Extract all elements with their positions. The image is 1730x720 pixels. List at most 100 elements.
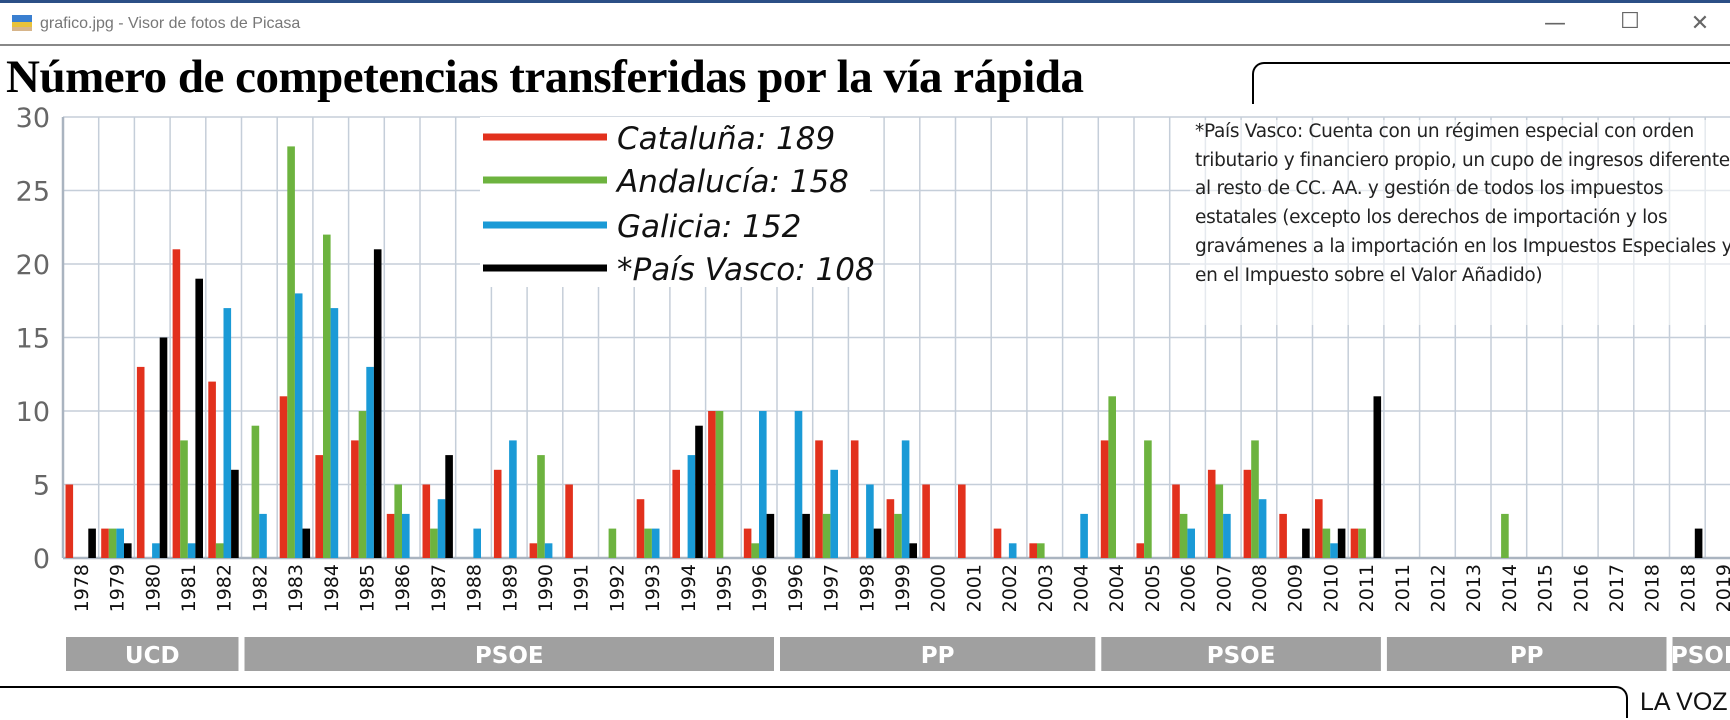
bar-1-1986 — [394, 484, 402, 558]
x-tick-label: 1998 — [856, 564, 878, 612]
bar-3-1999 — [909, 543, 917, 558]
bar-1-1993 — [644, 528, 652, 558]
x-tick-label: 1984 — [321, 564, 343, 612]
minimize-button[interactable]: — — [1544, 11, 1566, 36]
legend-label: Andalucía: 158 — [615, 164, 849, 200]
bar-0-2010 — [1315, 499, 1323, 558]
bar-2-1982 — [223, 308, 232, 558]
x-tick-label: 1993 — [642, 564, 664, 612]
bar-0-1981 — [172, 249, 181, 559]
bar-1-2003 — [1037, 543, 1045, 558]
bar-1-1997 — [822, 513, 831, 558]
close-button[interactable]: ✕ — [1690, 11, 1710, 36]
x-tick-label: 1997 — [821, 564, 843, 612]
period-label: PSOE — [1207, 643, 1276, 669]
x-tick-label: 1987 — [428, 564, 450, 612]
x-tick-label: 2013 — [1463, 564, 1485, 612]
bar-0-2011 — [1350, 528, 1359, 558]
x-tick-label: 2014 — [1499, 564, 1521, 612]
bar-3-1996 — [802, 513, 810, 558]
bar-1-1985 — [358, 411, 367, 558]
bar-0-1985 — [351, 440, 359, 558]
y-tick-label: 20 — [16, 250, 50, 281]
bar-2-2007 — [1223, 513, 1231, 558]
bar-3-1978 — [88, 528, 96, 558]
bar-0-2002 — [993, 528, 1002, 558]
x-tick-label: 1985 — [356, 564, 378, 612]
bar-2-1987 — [437, 499, 446, 558]
source-label: LA VOZ — [1640, 688, 1728, 716]
bar-3-2010 — [1337, 528, 1346, 558]
bar-1-2010 — [1322, 528, 1331, 558]
bar-0-2000 — [922, 484, 930, 558]
x-tick-label: 1992 — [606, 564, 628, 612]
bar-1-1992 — [608, 528, 617, 558]
bar-2-1989 — [509, 440, 517, 558]
maximize-button[interactable]: ☐ — [1620, 9, 1640, 34]
x-tick-label: 1989 — [499, 564, 521, 612]
legend-label: Cataluña: 189 — [617, 121, 835, 157]
x-tick-label: 2015 — [1535, 564, 1557, 612]
bar-2-1999 — [901, 440, 910, 558]
x-tick-label: 2000 — [928, 564, 950, 612]
bottom-rule — [0, 686, 1628, 718]
x-tick-label: 1988 — [464, 564, 486, 612]
bar-3-1981 — [195, 278, 203, 558]
bar-0-1990 — [529, 543, 538, 558]
window-titlebar: grafico.jpg - Visor de fotos de Picasa —… — [0, 0, 1730, 46]
period-bar-psoe — [244, 637, 774, 671]
title-rule — [1252, 62, 1730, 104]
x-tick-label: 2009 — [1285, 564, 1307, 612]
bar-0-2008 — [1243, 469, 1252, 558]
x-tick-label: 2007 — [1213, 564, 1235, 612]
x-tick-label: 2016 — [1570, 564, 1592, 612]
x-tick-label: 1983 — [285, 564, 307, 612]
x-tick-label: 1994 — [678, 564, 700, 612]
period-bar-psoe — [1101, 637, 1381, 671]
bar-0-2009 — [1279, 513, 1287, 558]
bar-2-1985 — [366, 366, 374, 558]
x-tick-label: 1978 — [71, 564, 93, 612]
bar-2-2006 — [1187, 528, 1195, 558]
bar-2-1994 — [687, 455, 696, 558]
bar-3-1996 — [766, 513, 775, 558]
bar-2-1988 — [473, 528, 481, 558]
x-tick-label: 1999 — [892, 564, 914, 612]
bar-2-1980 — [152, 543, 160, 558]
legend-background — [480, 117, 870, 287]
bar-0-1994 — [672, 469, 680, 558]
bar-0-1999 — [886, 499, 895, 558]
bar-3-1982 — [231, 469, 239, 558]
bar-3-2018 — [1694, 528, 1703, 558]
bar-0-1980 — [136, 366, 145, 558]
footnote-pais-vasco: *País Vasco: Cuenta con un régimen espec… — [1195, 121, 1730, 286]
bar-3-1979 — [124, 543, 132, 558]
bar-0-2001 — [958, 484, 966, 558]
x-tick-label: 1982 — [214, 564, 236, 612]
bar-2-1982 — [259, 513, 267, 558]
x-tick-label: 1981 — [178, 564, 200, 612]
bar-2-1986 — [402, 513, 410, 558]
legend-label: Galicia: 152 — [617, 209, 801, 245]
x-tick-label: 1991 — [571, 564, 593, 612]
bar-1-1999 — [894, 513, 902, 558]
x-tick-label: 2019 — [1713, 564, 1730, 612]
x-tick-label: 2006 — [1178, 564, 1200, 612]
y-tick-label: 10 — [16, 397, 50, 428]
bar-1-1981 — [180, 440, 188, 558]
bar-1-2005 — [1144, 440, 1152, 558]
bar-1-2014 — [1501, 513, 1509, 558]
x-tick-label: 2008 — [1249, 564, 1271, 612]
bar-3-1994 — [695, 425, 703, 558]
bar-0-1995 — [708, 411, 716, 558]
period-label: PP — [1510, 643, 1544, 669]
bar-1-1990 — [537, 455, 545, 558]
x-tick-label: 2011 — [1392, 564, 1414, 612]
y-tick-label: 5 — [33, 471, 50, 502]
x-tick-label: 2017 — [1606, 564, 1628, 612]
x-tick-label: 1995 — [713, 564, 735, 612]
x-tick-label: 2011 — [1356, 564, 1378, 612]
bar-2-1981 — [187, 543, 196, 558]
bar-0-1998 — [850, 440, 859, 558]
